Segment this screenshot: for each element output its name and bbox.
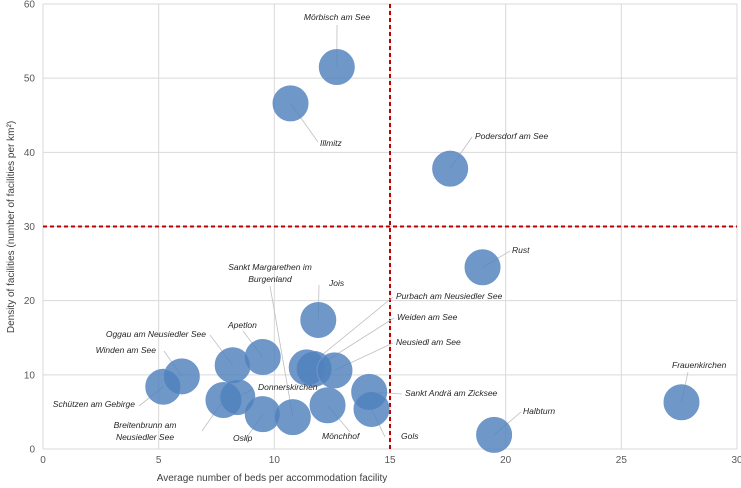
data-point — [354, 391, 389, 426]
data-label-line: Frauenkirchen — [672, 360, 727, 370]
data-label-line: Jois — [328, 278, 345, 288]
data-point — [220, 380, 255, 415]
data-label-line: Burgenland — [248, 274, 292, 284]
data-label: Frauenkirchen — [672, 360, 727, 370]
y-tick-label: 50 — [24, 74, 36, 85]
data-label: Schützen am Gebirge — [53, 399, 135, 409]
data-label-line: Oslip — [233, 433, 253, 443]
data-label: Winden am See — [96, 345, 157, 355]
data-label: Sankt Margarethen im Burgenland — [228, 262, 312, 284]
data-label: Breitenbrunn am Neusiedler See — [114, 420, 177, 442]
x-tick-label: 5 — [156, 455, 162, 466]
data-label-line: Gols — [401, 431, 419, 441]
data-label-line: Purbach am Neusiedler See — [396, 291, 503, 301]
y-tick-label: 10 — [24, 370, 36, 381]
data-label: Purbach am Neusiedler See — [396, 291, 503, 301]
x-axis-title: Average number of beds per accommodation… — [157, 473, 388, 483]
data-label-line: Oggau am Neusiedler See — [106, 329, 206, 339]
x-tick-label: 30 — [731, 455, 741, 466]
data-label: Halbturn — [523, 406, 555, 416]
data-label-line: Winden am See — [96, 345, 157, 355]
y-tick-label: 0 — [29, 445, 35, 456]
data-label-line: Sankt Andrä am Zicksee — [405, 388, 498, 398]
data-point — [273, 86, 308, 121]
data-label: Mönchhof — [322, 431, 361, 441]
x-tick-label: 20 — [500, 455, 512, 466]
data-label-line: Podersdorf am See — [475, 131, 549, 141]
data-label: Donnerskirchen — [258, 382, 318, 392]
data-label-line: Breitenbrunn am — [114, 420, 177, 430]
data-point — [319, 50, 354, 85]
data-label-line: Donnerskirchen — [258, 382, 318, 392]
data-point — [301, 302, 336, 337]
x-tick-label: 25 — [616, 455, 628, 466]
data-point — [317, 353, 352, 388]
data-label: Apetlon — [227, 320, 257, 330]
data-label-line: Sankt Margarethen im — [228, 262, 312, 272]
x-tick-label: 0 — [40, 455, 46, 466]
data-point — [275, 400, 310, 435]
y-axis-title: Density of facilities (number of facilit… — [6, 121, 17, 333]
data-label-line: Schützen am Gebirge — [53, 399, 135, 409]
data-label-line: Rust — [512, 245, 530, 255]
y-tick-label: 30 — [24, 222, 36, 233]
data-label-line: Mörbisch am See — [304, 12, 370, 22]
data-point — [215, 348, 250, 383]
data-label: Mörbisch am See — [304, 12, 370, 22]
data-label-line: Neusiedl am See — [396, 337, 461, 347]
data-point — [310, 388, 345, 423]
y-tick-label: 20 — [24, 296, 36, 307]
data-label-line: Apetlon — [227, 320, 257, 330]
data-label: Rust — [512, 245, 530, 255]
data-label: Podersdorf am See — [475, 131, 549, 141]
data-label: Oslip — [233, 433, 253, 443]
data-point — [477, 417, 512, 452]
data-point — [146, 369, 181, 404]
y-tick-label: 60 — [24, 0, 36, 11]
data-label: Gols — [401, 431, 419, 441]
x-tick-label: 15 — [384, 455, 396, 466]
y-tick-label: 40 — [24, 148, 36, 159]
data-point — [664, 385, 699, 420]
data-label-line: Illmitz — [320, 138, 342, 148]
data-label: Neusiedl am See — [396, 337, 461, 347]
data-label-line: Weiden am See — [397, 312, 458, 322]
data-label: Jois — [328, 278, 345, 288]
data-label: Weiden am See — [397, 312, 458, 322]
x-tick-label: 10 — [269, 455, 281, 466]
data-point — [433, 151, 468, 186]
data-label-line: Mönchhof — [322, 431, 361, 441]
data-label: Sankt Andrä am Zicksee — [405, 388, 498, 398]
data-label: Illmitz — [320, 138, 342, 148]
data-point — [245, 340, 280, 375]
data-label-line: Neusiedler See — [116, 432, 174, 442]
data-label-line: Halbturn — [523, 406, 555, 416]
data-label: Oggau am Neusiedler See — [106, 329, 206, 339]
data-point — [465, 250, 500, 285]
